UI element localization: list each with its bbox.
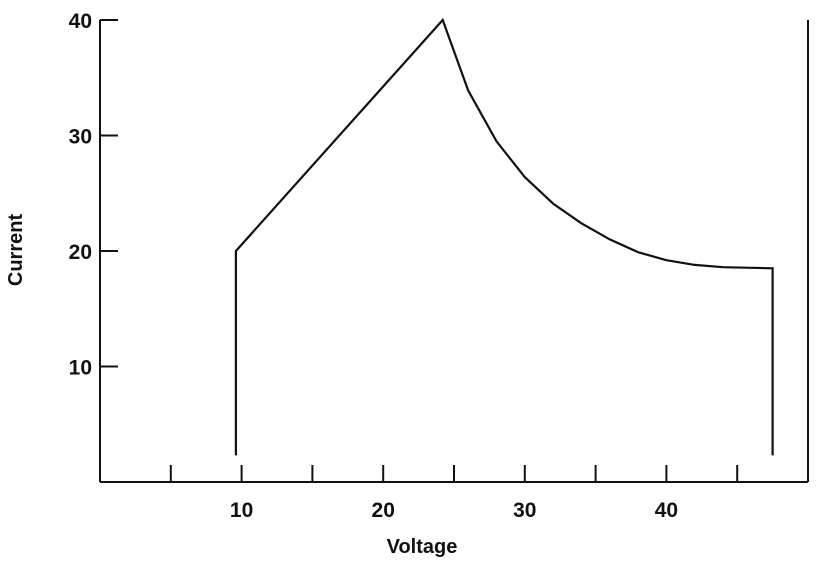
x-tick-label: 20 [372, 499, 395, 522]
x-tick-label: 40 [655, 499, 678, 522]
y-tick-label: 10 [69, 357, 92, 380]
y-tick-label: 30 [69, 126, 92, 149]
x-tick-label: 10 [230, 499, 253, 522]
y-tick-label: 40 [69, 10, 92, 33]
y-axis-title: Current [5, 214, 27, 287]
y-tick-label: 20 [69, 241, 92, 264]
chart-axes [99, 20, 809, 483]
x-tick-label: 30 [513, 499, 536, 522]
series-line [234, 17, 774, 456]
x-axis-title: Voltage [387, 536, 458, 558]
chart-ticks [100, 19, 739, 482]
chart-labels: 10 20 30 40 10 20 30 40 [69, 10, 678, 522]
chart-series [234, 17, 774, 456]
